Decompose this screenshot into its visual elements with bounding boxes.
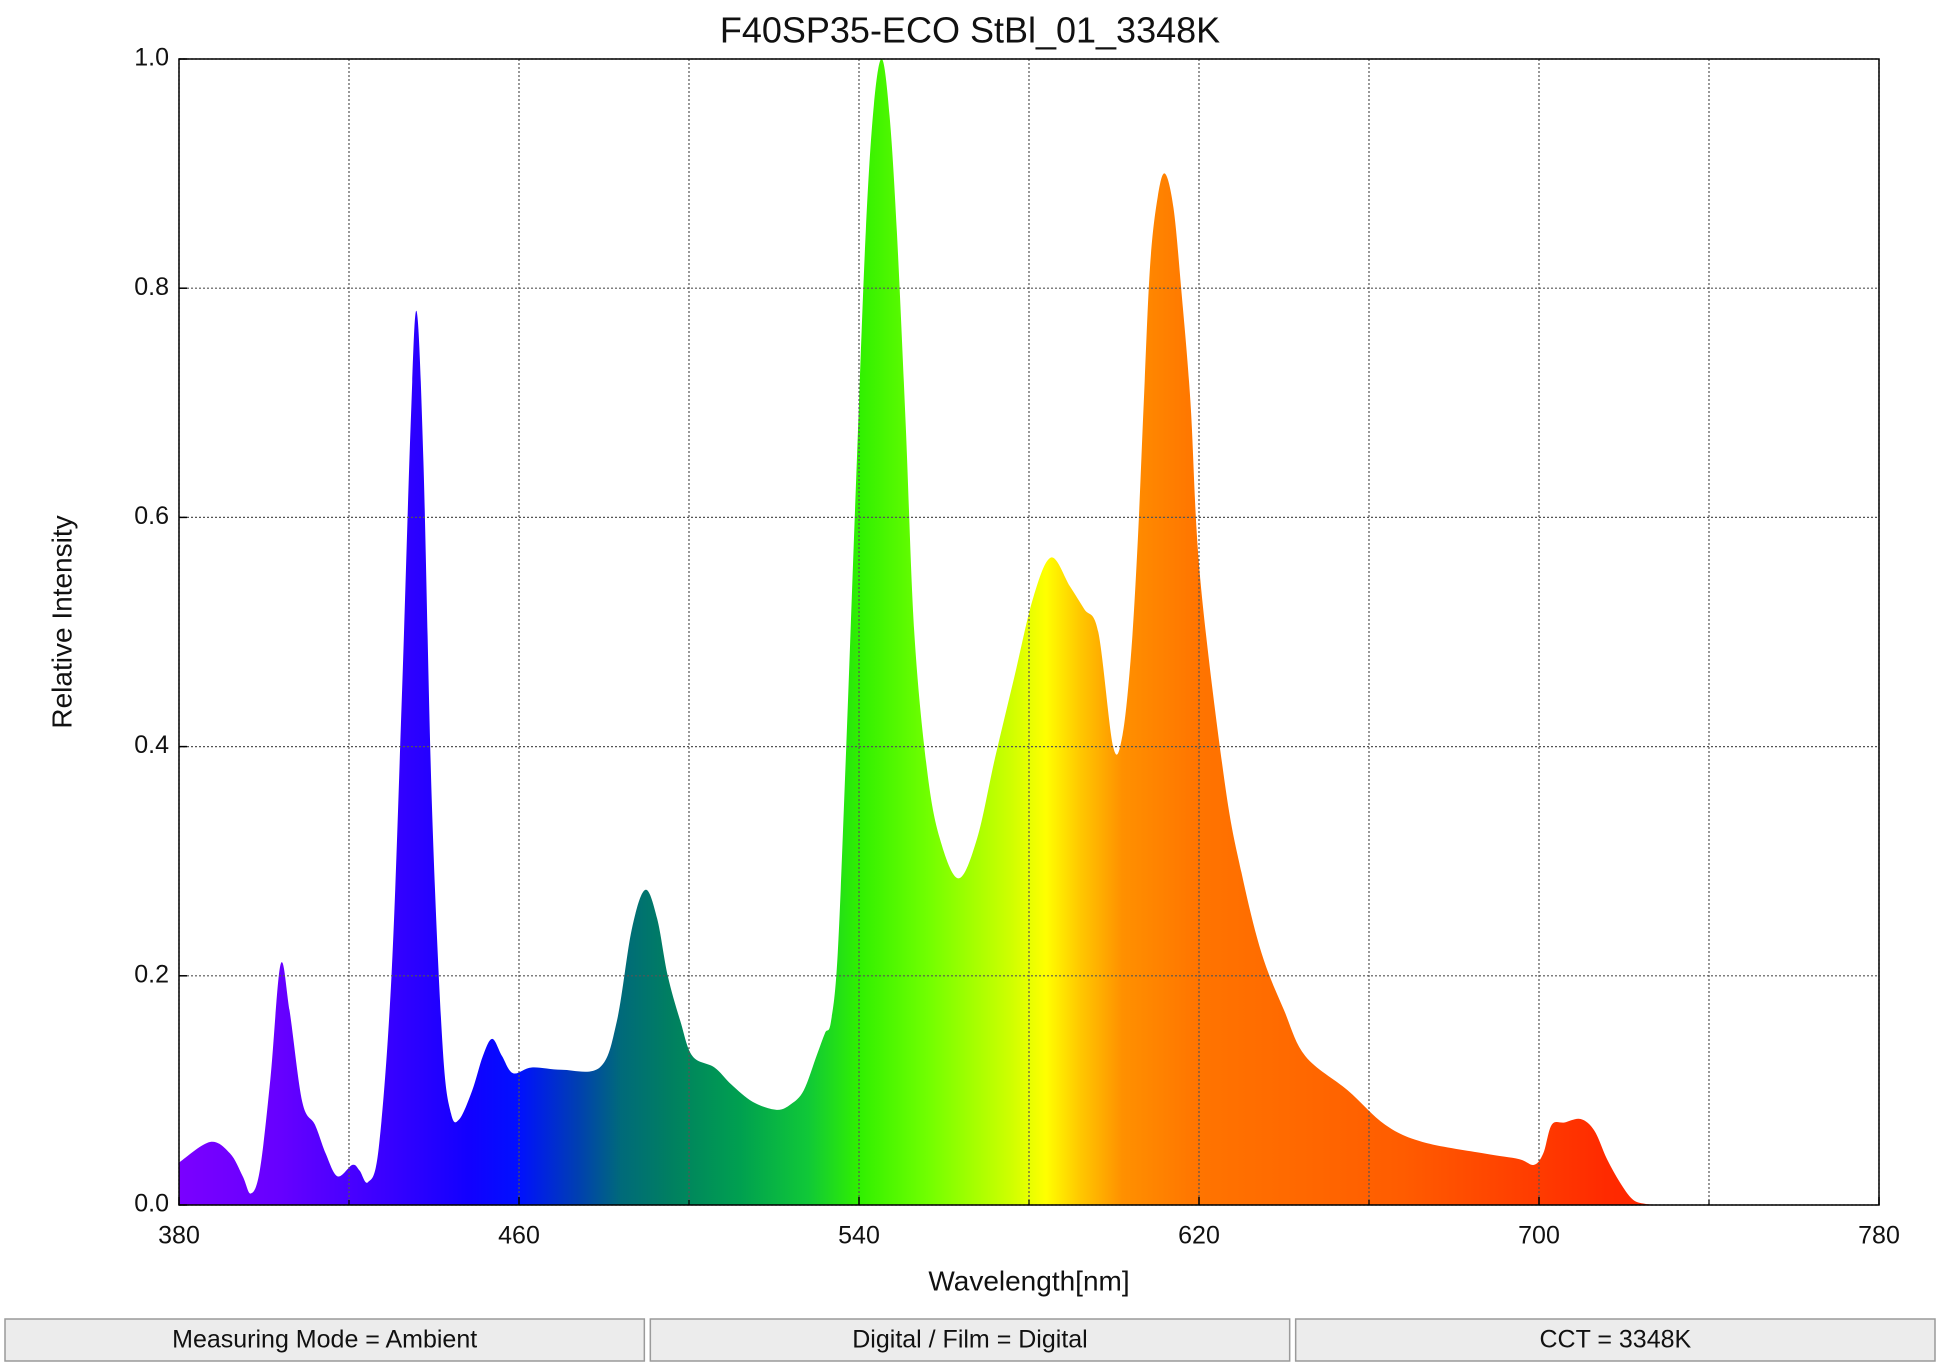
- y-axis-label: Relative Intensity: [46, 515, 77, 728]
- status-text: CCT = 3348K: [1539, 1326, 1691, 1354]
- x-tick-label: 700: [1518, 1222, 1560, 1250]
- status-text: Digital / Film = Digital: [852, 1326, 1087, 1354]
- y-tick-label: 0.6: [134, 502, 169, 530]
- status-box: [4, 1318, 646, 1362]
- x-axis-label: Wavelength[nm]: [928, 1265, 1129, 1296]
- plot-area: [179, 59, 1667, 1205]
- y-tick-label: 1.0: [134, 44, 169, 72]
- status-text: Measuring Mode = Ambient: [172, 1326, 477, 1354]
- y-tick-label: 0.2: [134, 960, 169, 988]
- y-tick-label: 0.4: [134, 731, 169, 759]
- status-box: [649, 1318, 1291, 1362]
- x-tick-label: 380: [158, 1222, 200, 1250]
- spectrum-area: [179, 59, 1667, 1205]
- chart-title: F40SP35-ECO StBl_01_3348K: [720, 10, 1220, 51]
- x-tick-label: 780: [1858, 1222, 1900, 1250]
- x-tick-label: 620: [1178, 1222, 1220, 1250]
- x-tick-label: 460: [498, 1222, 540, 1250]
- y-tick-label: 0.0: [134, 1190, 169, 1218]
- y-tick-label: 0.8: [134, 273, 169, 301]
- axes: 0.0 0.2 0.4 0.6 0.8 1.0 380 460 540 620 700 780: [134, 44, 1900, 1250]
- status-box: [1294, 1318, 1936, 1362]
- x-tick-label: 540: [838, 1222, 880, 1250]
